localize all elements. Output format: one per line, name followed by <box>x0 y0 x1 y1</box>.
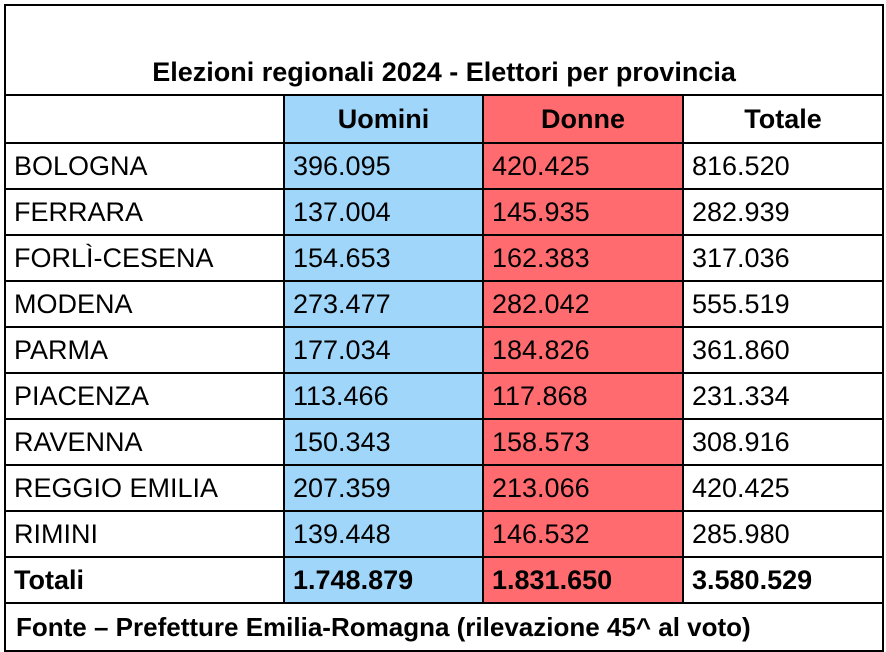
table-row: PARMA 177.034 184.826 361.860 <box>4 326 885 374</box>
province-name: RIMINI <box>4 510 285 558</box>
total-value: 308.916 <box>681 418 885 466</box>
table-row: MODENA 273.477 282.042 555.519 <box>4 280 885 328</box>
province-name: REGGIO EMILIA <box>4 464 285 512</box>
header-women: Donne <box>482 94 684 144</box>
table-row: PIACENZA 113.466 117.868 231.334 <box>4 372 885 420</box>
women-value: 282.042 <box>482 280 684 328</box>
women-value: 213.066 <box>482 464 684 512</box>
men-value: 150.343 <box>283 418 484 466</box>
header-province <box>4 94 285 144</box>
men-value: 113.466 <box>283 372 484 420</box>
table-row: RAVENNA 150.343 158.573 308.916 <box>4 418 885 466</box>
table-title: Elezioni regionali 2024 - Elettori per p… <box>3 4 885 96</box>
table-row: BOLOGNA 396.095 420.425 816.520 <box>4 142 885 190</box>
total-value: 816.520 <box>681 142 885 190</box>
province-name: PIACENZA <box>4 372 285 420</box>
title-row: Elezioni regionali 2024 - Elettori per p… <box>3 4 885 96</box>
header-men: Uomini <box>283 94 484 144</box>
header-total: Totale <box>681 94 885 144</box>
women-value: 162.383 <box>482 234 684 282</box>
totals-row: Totali 1.748.879 1.831.650 3.580.529 <box>4 556 885 604</box>
men-value: 273.477 <box>283 280 484 328</box>
province-name: FORLÌ-CESENA <box>4 234 285 282</box>
women-value: 145.935 <box>482 188 684 236</box>
women-value: 117.868 <box>482 372 684 420</box>
province-name: MODENA <box>4 280 285 328</box>
voters-table: Elezioni regionali 2024 - Elettori per p… <box>3 4 885 652</box>
totals-label: Totali <box>4 556 285 604</box>
women-value: 158.573 <box>482 418 684 466</box>
source-note: Fonte – Prefetture Emilia-Romagna (rilev… <box>3 602 885 652</box>
table-row: RIMINI 139.448 146.532 285.980 <box>4 510 885 558</box>
header-row: Uomini Donne Totale <box>4 94 885 144</box>
province-name: PARMA <box>4 326 285 374</box>
men-value: 137.004 <box>283 188 484 236</box>
women-value: 420.425 <box>482 142 684 190</box>
men-value: 154.653 <box>283 234 484 282</box>
men-value: 139.448 <box>283 510 484 558</box>
province-name: RAVENNA <box>4 418 285 466</box>
total-value: 282.939 <box>681 188 885 236</box>
women-value: 146.532 <box>482 510 684 558</box>
total-value: 317.036 <box>681 234 885 282</box>
total-value: 231.334 <box>681 372 885 420</box>
total-value: 361.860 <box>681 326 885 374</box>
province-name: FERRARA <box>4 188 285 236</box>
totals-women: 1.831.650 <box>482 556 684 604</box>
table-row: FERRARA 137.004 145.935 282.939 <box>4 188 885 236</box>
totals-total: 3.580.529 <box>681 556 885 604</box>
totals-men: 1.748.879 <box>283 556 484 604</box>
men-value: 396.095 <box>283 142 484 190</box>
source-row: Fonte – Prefetture Emilia-Romagna (rilev… <box>3 602 885 652</box>
men-value: 177.034 <box>283 326 484 374</box>
table-row: REGGIO EMILIA 207.359 213.066 420.425 <box>4 464 885 512</box>
total-value: 420.425 <box>681 464 885 512</box>
women-value: 184.826 <box>482 326 684 374</box>
men-value: 207.359 <box>283 464 484 512</box>
total-value: 555.519 <box>681 280 885 328</box>
total-value: 285.980 <box>681 510 885 558</box>
province-name: BOLOGNA <box>4 142 285 190</box>
table-row: FORLÌ-CESENA 154.653 162.383 317.036 <box>4 234 885 282</box>
